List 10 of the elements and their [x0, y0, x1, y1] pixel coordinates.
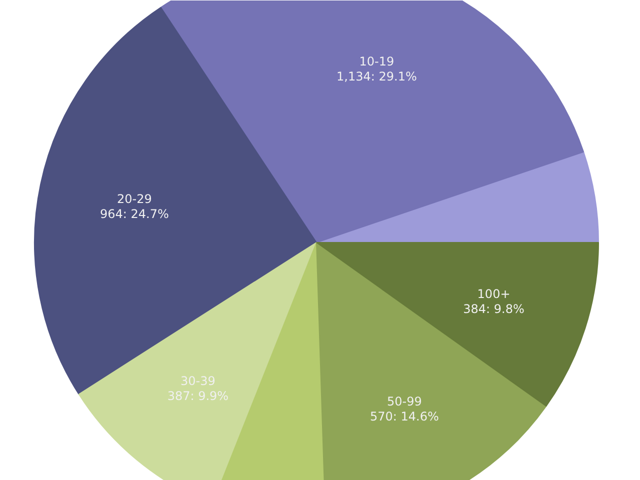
data-label: 964: 24.7% [100, 206, 169, 221]
slice-label: 10-19 [359, 54, 394, 68]
slice-label: 100+ [477, 287, 510, 302]
data-label: 384: 9.8% [463, 302, 524, 316]
slice-label: 20-29 [116, 192, 152, 206]
data-label: 570: 14.6% [370, 410, 439, 424]
slice-label: 50-99 [387, 394, 422, 409]
data-label: 1,134: 29.1% [336, 69, 417, 84]
data-label: 387: 9.9% [167, 388, 229, 403]
slice-label: 30-39 [180, 374, 216, 388]
